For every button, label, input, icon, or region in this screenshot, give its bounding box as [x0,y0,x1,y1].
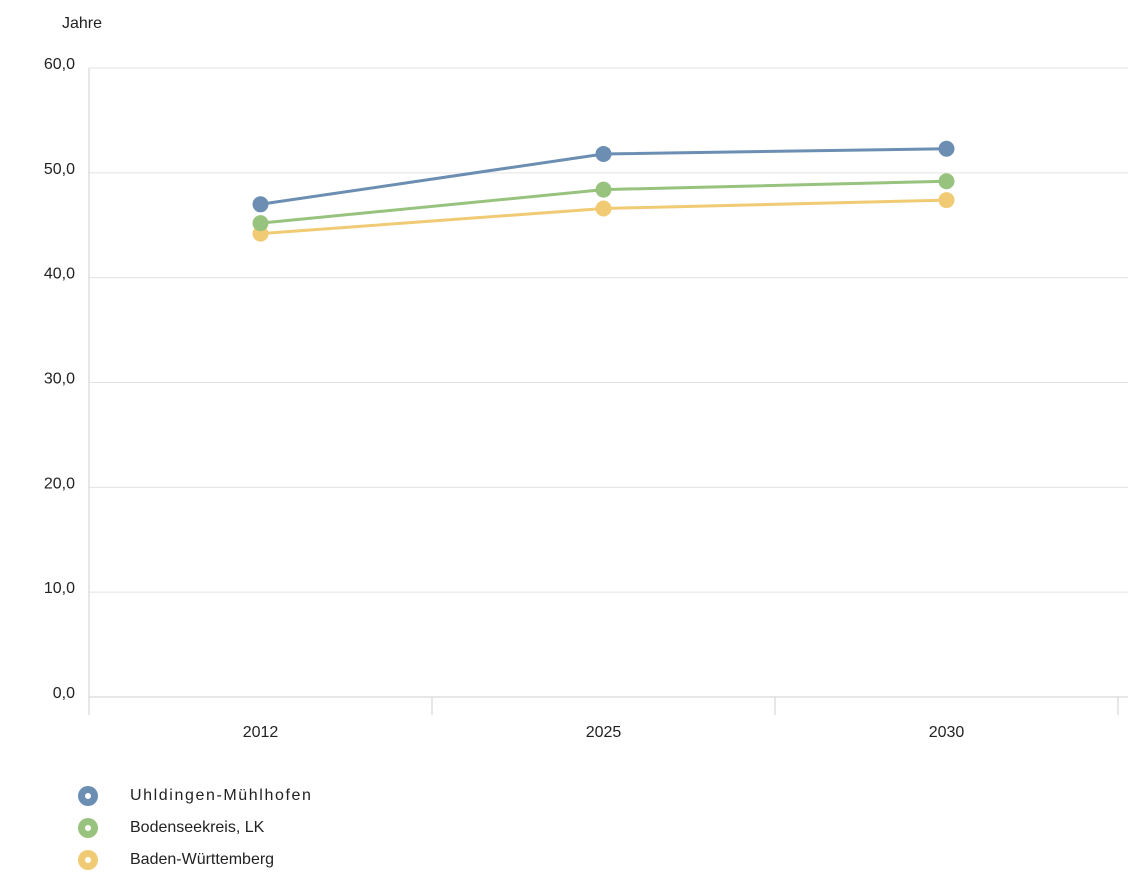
legend-marker-icon [78,850,98,870]
grid-lines [89,67,1128,698]
series-group [252,192,955,242]
x-tick-label: 2025 [586,724,622,741]
series-group [252,173,955,232]
legend-item[interactable]: Baden-Württemberg [78,844,313,876]
y-tick-label: 40,0 [44,266,75,283]
data-point [595,181,612,198]
y-tick-label: 20,0 [44,475,75,492]
series-layer [252,140,955,242]
series-group [252,140,955,213]
legend: Uhldingen-Mühlhofen Bodenseekreis, LK Ba… [78,780,313,876]
data-point [938,140,955,157]
data-point [595,200,612,217]
y-tick-label: 50,0 [44,161,75,178]
x-tick-label: 2012 [243,724,279,741]
y-axis-label: Jahre [62,15,102,32]
axes: 0,0 10,0 20,0 30,0 40,0 50,0 60,0 2012 2025 2030 [44,56,1119,741]
data-point [938,192,955,209]
data-point [595,145,612,162]
legend-label: Baden-Württemberg [130,851,275,868]
data-point [938,173,955,190]
y-tick-label: 0,0 [53,685,75,702]
data-point [252,196,269,213]
x-tick-label: 2030 [929,724,965,741]
legend-marker-icon [78,786,98,806]
y-tick-label: 60,0 [44,56,75,73]
legend-item[interactable]: Uhldingen-Mühlhofen [78,780,313,812]
legend-item[interactable]: Bodenseekreis, LK [78,812,313,844]
legend-marker-icon [78,818,98,838]
data-point [252,215,269,232]
legend-label: Uhldingen-Mühlhofen [130,787,313,804]
legend-label: Bodenseekreis, LK [130,819,265,836]
y-tick-label: 10,0 [44,580,75,597]
y-tick-label: 30,0 [44,371,75,388]
